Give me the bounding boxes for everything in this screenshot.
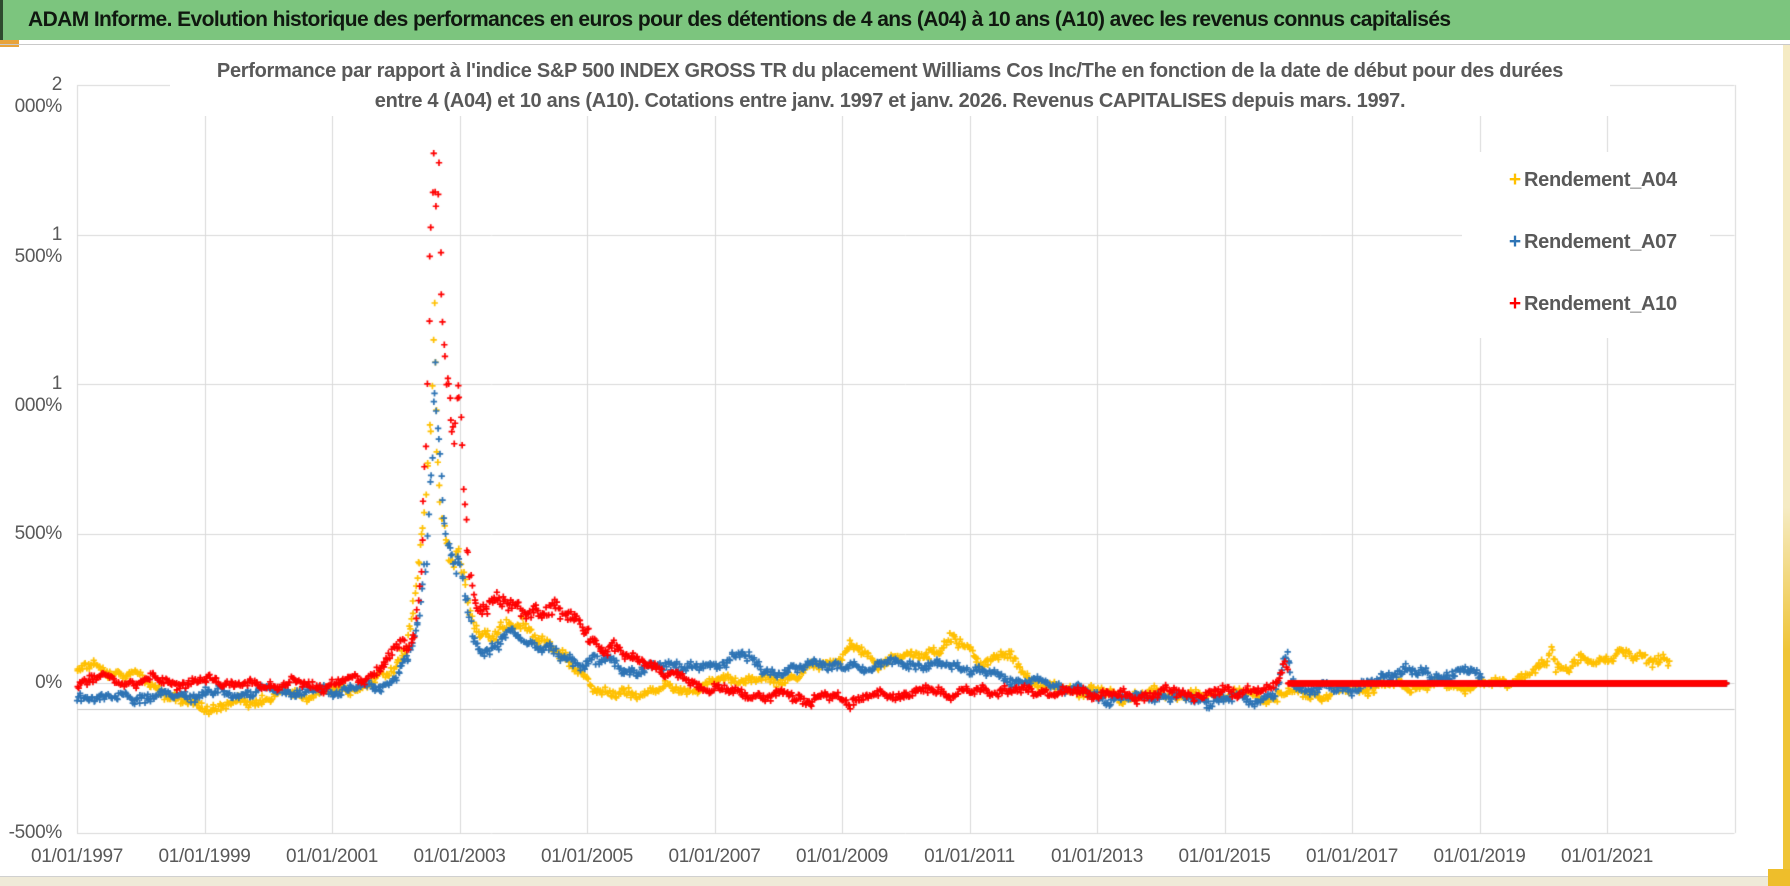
x-tick-label: 01/01/1997 — [30, 846, 124, 867]
corner-accent — [1768, 869, 1790, 886]
x-tick-label: 01/01/2017 — [1305, 846, 1399, 867]
bottom-edge-accent — [0, 876, 1790, 886]
x-tick-label: 01/01/1999 — [158, 846, 251, 867]
chart-title: Performance par rapport à l'indice S&P 5… — [170, 56, 1610, 116]
legend-label: Rendement_A07 — [1524, 230, 1677, 253]
plus-marker-icon: + — [1508, 230, 1522, 253]
plus-marker-icon: + — [1508, 292, 1522, 315]
y-tick-label: 1 500% — [14, 223, 63, 267]
x-tick-label: 01/01/2013 — [1050, 846, 1144, 867]
legend-label: Rendement_A10 — [1524, 292, 1677, 315]
x-tick-label: 01/01/2009 — [795, 846, 889, 867]
right-edge-accent — [1783, 45, 1790, 886]
legend: + Rendement_A04 + Rendement_A07 + Rendem… — [1462, 152, 1710, 338]
header-divider — [0, 44, 1790, 45]
x-tick-label: 01/01/2021 — [1560, 846, 1654, 867]
plus-marker-icon: + — [1508, 168, 1522, 191]
y-tick-label: 500% — [14, 522, 63, 544]
x-tick-label: 01/01/2005 — [540, 846, 634, 867]
legend-item-a07: + Rendement_A07 — [1506, 222, 1710, 262]
page-title: ADAM Informe. Evolution historique des p… — [28, 8, 1451, 31]
x-tick-label: 01/01/2011 — [924, 846, 1015, 867]
orange-accent — [0, 40, 19, 47]
y-tick-label: 2 000% — [14, 74, 63, 117]
x-tick-label: 01/01/2007 — [668, 846, 761, 867]
x-tick-label: 01/01/2001 — [285, 846, 379, 867]
x-tick-label: 01/01/2015 — [1178, 846, 1271, 867]
x-tick-label: 01/01/2019 — [1433, 846, 1526, 867]
chart-title-line2: entre 4 (A04) et 10 ans (A10). Cotations… — [374, 90, 1406, 112]
y-tick-label: 0% — [35, 672, 62, 694]
y-tick-label: 1 000% — [14, 373, 63, 417]
header-bar: ADAM Informe. Evolution historique des p… — [0, 0, 1790, 40]
legend-label: Rendement_A04 — [1524, 168, 1677, 191]
legend-item-a04: + Rendement_A04 — [1506, 160, 1710, 200]
chart-title-line1: Performance par rapport à l'indice S&P 5… — [216, 60, 1564, 82]
x-tick-label: 01/01/2003 — [413, 846, 506, 867]
y-tick-label: -500% — [8, 822, 63, 843]
legend-item-a10: + Rendement_A10 — [1506, 284, 1710, 324]
